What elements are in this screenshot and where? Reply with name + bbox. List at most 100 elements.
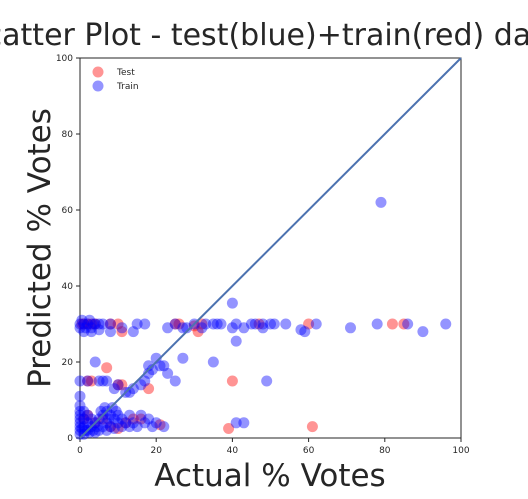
point-train (112, 379, 124, 391)
point-test (173, 318, 185, 330)
point-test (89, 318, 101, 330)
point-train (226, 322, 238, 334)
point-test (85, 375, 97, 387)
point-train (93, 375, 105, 387)
point-train (74, 421, 86, 433)
legend-label-test: Test (116, 68, 135, 78)
point-train (143, 360, 155, 372)
point-train (310, 318, 322, 330)
point-train (74, 390, 86, 402)
point-train (230, 318, 242, 330)
point-train (112, 417, 124, 429)
point-train (104, 409, 116, 421)
chart-title: Scatter Plot - test(blue)+train(red) dat… (0, 18, 528, 53)
point-test (120, 417, 132, 429)
point-test (169, 318, 181, 330)
point-test (104, 421, 116, 433)
point-train (181, 322, 193, 334)
point-train (112, 409, 124, 421)
point-train (85, 413, 97, 425)
point-train (116, 322, 128, 334)
x-axis-label: Actual % Votes (154, 458, 385, 494)
x-tick-label: 40 (227, 446, 239, 456)
point-train (74, 417, 86, 429)
point-test (116, 379, 128, 391)
y-tick-label: 0 (67, 434, 73, 444)
point-train (80, 322, 92, 334)
legend-label-train: Train (116, 82, 139, 92)
point-train (226, 297, 238, 309)
point-train (249, 318, 261, 330)
point-test (223, 423, 235, 434)
point-train (139, 375, 151, 387)
point-test (82, 409, 94, 421)
point-train (257, 318, 269, 330)
point-train (124, 409, 136, 421)
point-test (97, 413, 109, 425)
y-tick-label: 80 (62, 130, 74, 140)
point-train (158, 421, 170, 433)
point-train (89, 426, 101, 438)
y-axis-ticks: 0 20 40 60 80 100 (56, 54, 80, 444)
point-train (87, 318, 99, 330)
point-train (74, 424, 86, 436)
point-train (135, 379, 147, 391)
point-train (78, 413, 90, 425)
point-train (76, 423, 88, 434)
y-tick-label: 100 (56, 54, 73, 64)
point-train (80, 424, 92, 436)
point-train (78, 318, 90, 330)
point-train (143, 413, 155, 425)
point-train (177, 352, 189, 364)
y-tick-label: 20 (62, 358, 74, 368)
point-test (188, 320, 200, 332)
point-train (101, 375, 113, 387)
x-tick-label: 0 (77, 446, 83, 456)
x-tick-label: 60 (303, 446, 315, 456)
point-train (101, 424, 113, 436)
point-train (146, 364, 158, 376)
point-test (303, 318, 315, 330)
point-test (78, 318, 90, 330)
point-train (261, 375, 273, 387)
point-train (135, 409, 147, 421)
point-test (127, 413, 139, 425)
point-train (116, 413, 128, 425)
point-train (74, 413, 86, 425)
point-train (127, 326, 139, 338)
point-train (265, 318, 276, 330)
point-train (139, 417, 151, 429)
point-train (162, 322, 174, 334)
point-train (84, 426, 96, 438)
point-test (154, 419, 166, 431)
point-train (371, 318, 383, 330)
point-train (116, 421, 128, 433)
point-train (200, 318, 212, 330)
point-train (82, 318, 94, 330)
point-train (230, 417, 242, 429)
point-test (76, 318, 88, 330)
point-train (295, 324, 307, 336)
point-train (131, 421, 143, 433)
point-train (177, 322, 189, 334)
point-test (143, 383, 155, 395)
point-train (108, 413, 120, 425)
point-train (245, 318, 257, 330)
point-train (104, 318, 116, 330)
point-train (124, 421, 136, 433)
point-train (417, 326, 429, 338)
point-train (143, 367, 155, 379)
point-train (106, 402, 118, 414)
point-train (74, 318, 86, 330)
y-axis-label: Predicted % Votes (22, 108, 58, 388)
x-axis-ticks: 0 20 40 60 80 100 (77, 438, 470, 456)
point-train (280, 318, 292, 330)
point-train (150, 417, 162, 429)
point-train (207, 356, 219, 368)
point-train (131, 318, 143, 330)
point-train (257, 322, 269, 334)
point-train (108, 383, 120, 395)
point-train (154, 360, 166, 372)
point-train (146, 421, 158, 433)
